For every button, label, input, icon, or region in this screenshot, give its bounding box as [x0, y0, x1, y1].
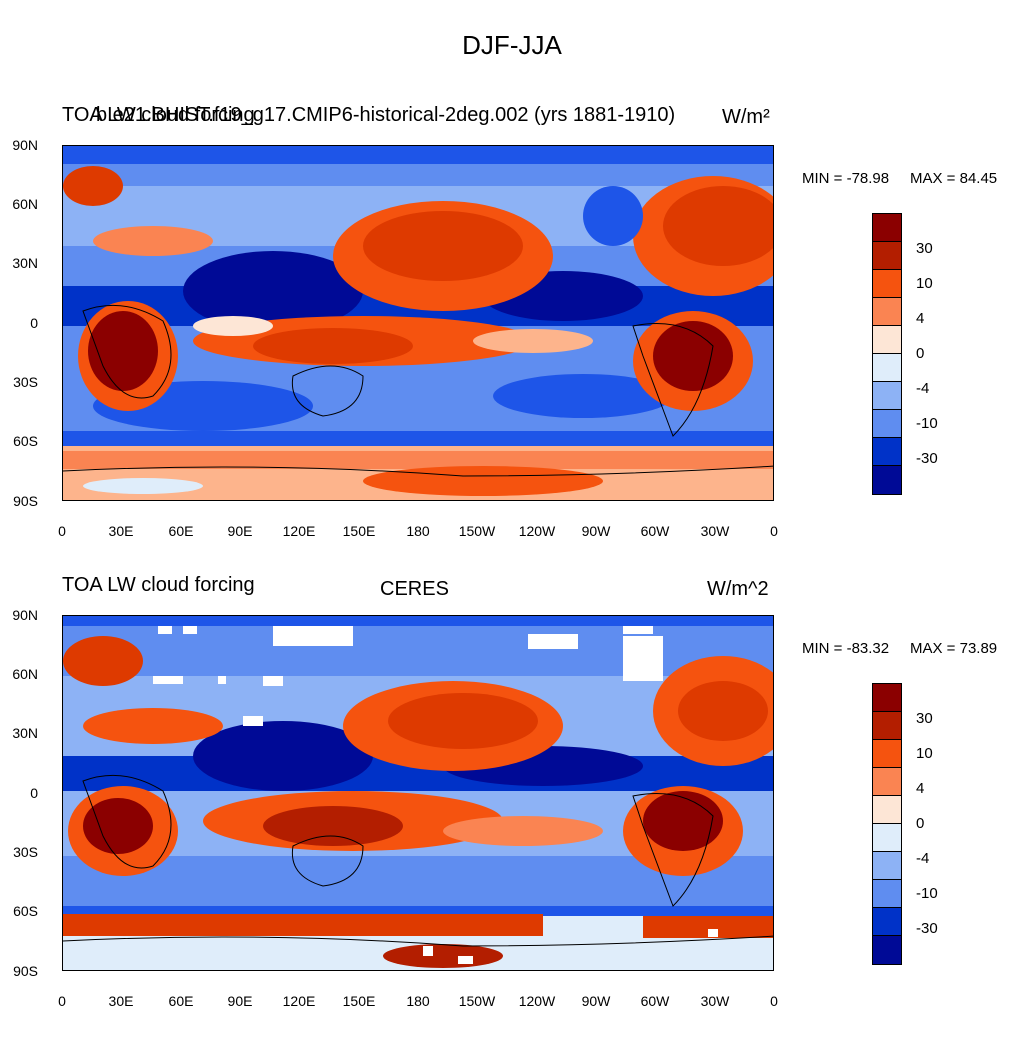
lat-tick: 90S [13, 493, 38, 509]
min-stat: MIN = -83.32 [802, 640, 890, 657]
lon-tick: 120E [282, 523, 316, 539]
colorbar-label: 30 [916, 710, 933, 727]
max-stat: MAX = 73.89 [910, 640, 998, 657]
lon-tick: 180 [406, 993, 430, 1009]
lon-tick: 90E [227, 993, 253, 1009]
colorbar-segment [873, 270, 901, 298]
colorbar-segment [873, 354, 901, 382]
colorbar-segment [873, 438, 901, 466]
colorbar-segment [873, 740, 901, 768]
colorbar-segment [873, 852, 901, 880]
colorbar-segment [873, 796, 901, 824]
panel-center-title: b.e21.BHIST.f19_g17.CMIP6-historical-2de… [96, 104, 676, 126]
lon-tick: 60W [640, 523, 670, 539]
lon-tick: 0 [770, 523, 778, 539]
colorbar-label: 4 [916, 310, 925, 327]
colorbar-segment [873, 326, 901, 354]
lon-tick: 60E [168, 993, 194, 1009]
min-stat: MIN = -78.98 [802, 170, 890, 187]
model-map-field [62, 145, 774, 501]
colorbar-label: -30 [916, 920, 938, 937]
lon-tick: 150E [342, 523, 376, 539]
colorbar-label: 10 [916, 275, 933, 292]
colorbar-label: -10 [916, 415, 938, 432]
panel-left-title: TOA LW cloud forcing [62, 104, 255, 126]
colorbar [872, 213, 902, 495]
lon-tick: 150W [458, 993, 496, 1009]
colorbar-label: 30 [916, 240, 933, 257]
lon-tick: 120W [518, 993, 556, 1009]
colorbar-segment [873, 768, 901, 796]
lon-tick: 30W [700, 993, 730, 1009]
colorbar-segment [873, 298, 901, 326]
figure-title: DJF-JJA [462, 30, 562, 60]
lat-tick: 30N [12, 255, 38, 271]
colorbar-segment [873, 684, 901, 712]
lat-tick: 90S [13, 963, 38, 979]
colorbar [872, 683, 902, 965]
lon-tick: 90E [227, 523, 253, 539]
max-stat: MAX = 84.45 [910, 170, 998, 187]
colorbar-label: -10 [916, 885, 938, 902]
map-panel-model: TOA LW cloud forcing b.e21.BHIST.f19_g17… [0, 100, 1024, 570]
lon-tick: 180 [406, 523, 430, 539]
lat-tick: 30N [12, 725, 38, 741]
lon-tick: 120E [282, 993, 316, 1009]
colorbar-segment [873, 908, 901, 936]
lon-tick: 30E [108, 523, 134, 539]
colorbar-label: -4 [916, 380, 930, 397]
lon-tick: 0 [770, 993, 778, 1009]
colorbar-segment [873, 382, 901, 410]
colorbar-label: 4 [916, 780, 925, 797]
panel-units: W/m² [722, 106, 770, 128]
panel-left-title: TOA LW cloud forcing [62, 574, 255, 596]
lon-tick: 120W [518, 523, 556, 539]
lat-tick: 30S [13, 374, 38, 390]
lat-tick: 90N [12, 607, 38, 623]
lat-tick: 90N [12, 137, 38, 153]
lon-tick: 60W [640, 993, 670, 1009]
colorbar-segment [873, 712, 901, 740]
lat-tick: 60S [13, 903, 38, 919]
colorbar-segment [873, 410, 901, 438]
lat-tick: 60N [12, 666, 38, 682]
colorbar-segment [873, 242, 901, 270]
lat-tick: 0 [30, 315, 38, 331]
lon-tick: 150E [342, 993, 376, 1009]
colorbar-segment [873, 936, 901, 964]
colorbar-label: 10 [916, 745, 933, 762]
colorbar-segment [873, 466, 901, 494]
lon-tick: 30E [108, 993, 134, 1009]
colorbar-label: 0 [916, 345, 925, 362]
lon-tick: 30W [700, 523, 730, 539]
colorbar-label: -30 [916, 450, 938, 467]
lat-tick: 60S [13, 433, 38, 449]
lon-tick: 90W [581, 523, 611, 539]
lat-tick: 60N [12, 196, 38, 212]
panel-center-title: CERES [380, 578, 449, 600]
colorbar-label: 0 [916, 815, 925, 832]
colorbar-label: -4 [916, 850, 930, 867]
map-panel-observed: TOA LW cloud forcing CERES W/m^2 MIN = -… [0, 570, 1024, 1040]
lon-tick: 0 [58, 523, 66, 539]
colorbar-segment [873, 824, 901, 852]
lon-tick: 0 [58, 993, 66, 1009]
lon-tick: 90W [581, 993, 611, 1009]
lat-tick: 0 [30, 785, 38, 801]
lon-tick: 60E [168, 523, 194, 539]
panel-units: W/m^2 [707, 578, 769, 600]
lon-tick: 150W [458, 523, 496, 539]
observed-map-field [62, 615, 774, 971]
colorbar-segment [873, 880, 901, 908]
colorbar-segment [873, 214, 901, 242]
lat-tick: 30S [13, 844, 38, 860]
